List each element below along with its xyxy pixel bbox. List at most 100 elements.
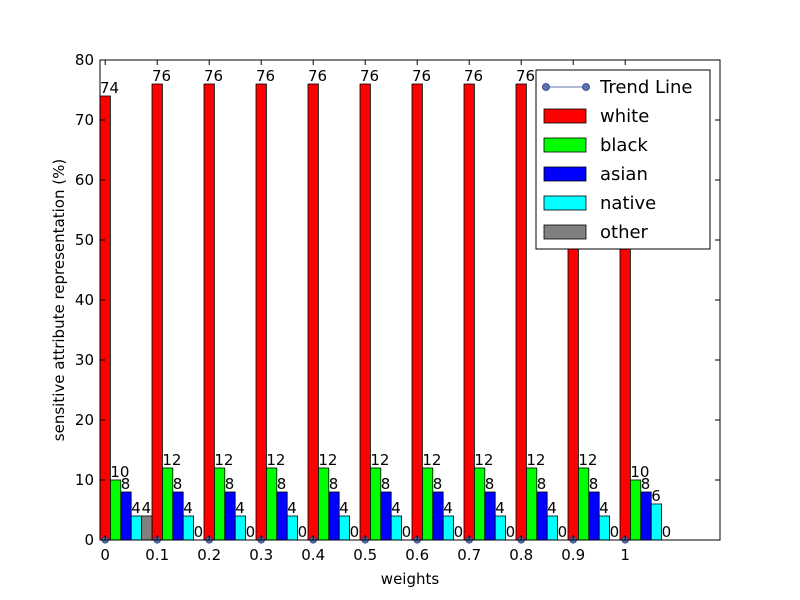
bar-white-0.5 [359, 83, 371, 541]
bar-asian-0.6 [432, 491, 444, 541]
data-label-asian-1: 8 [641, 475, 651, 493]
bar-native-0.9 [598, 515, 611, 541]
data-label-asian-0.8: 8 [537, 475, 547, 493]
x-tick-label-0.6: 0.6 [405, 546, 429, 564]
y-tick-label-70: 70 [75, 111, 94, 129]
y-tick-label-30: 30 [75, 351, 94, 369]
x-tick-label-1: 1 [620, 546, 630, 564]
bar-white-0.7 [463, 83, 475, 541]
data-label-asian-0.7: 8 [485, 475, 495, 493]
bar-native-0.7 [494, 515, 507, 541]
data-label-black-0.3: 12 [266, 451, 285, 469]
data-label-black-0: 10 [110, 463, 129, 481]
bar-asian-0.1 [172, 491, 184, 541]
data-label-other-0.1: 0 [194, 523, 204, 541]
x-tick-label-0.9: 0.9 [561, 546, 585, 564]
legend-marker-trend-left [542, 83, 550, 91]
bar-white-0.8 [515, 83, 527, 541]
bar-black-0.1 [161, 467, 174, 541]
legend-items: Trend Line white black asian native other [542, 77, 693, 243]
data-label-white-0: 74 [100, 79, 119, 97]
data-label-black-0.5: 12 [370, 451, 389, 469]
data-label-other-0.2: 0 [246, 523, 256, 541]
bar-white-0 [99, 95, 111, 541]
data-label-other-0.3: 0 [298, 523, 308, 541]
bar-native-0.8 [546, 515, 559, 541]
bar-asian-0.5 [380, 491, 392, 541]
data-label-black-0.7: 12 [474, 451, 493, 469]
data-label-native-0.8: 4 [547, 499, 557, 517]
data-label-white-0.8: 76 [516, 67, 535, 85]
data-label-black-0.9: 12 [578, 451, 597, 469]
bar-black-0.5 [369, 467, 382, 541]
x-axis-label: weights [381, 570, 440, 588]
y-tick-label-50: 50 [75, 231, 94, 249]
data-label-native-0.4: 4 [339, 499, 349, 517]
data-label-native-0.9: 4 [599, 499, 609, 517]
bar-native-0 [130, 515, 142, 541]
bar-black-0 [110, 479, 122, 541]
bar-black-0.4 [317, 467, 330, 541]
legend-swatch-black [543, 137, 587, 153]
data-label-white-0.4: 76 [308, 67, 327, 85]
data-label-native-0.1: 4 [183, 499, 193, 517]
bar-black-1 [630, 479, 642, 541]
bar-white-0.3 [255, 83, 267, 541]
y-tick-label-60: 60 [75, 171, 94, 189]
legend-swatch-other [543, 224, 587, 240]
data-label-other-0: 4 [142, 499, 152, 517]
x-tick-label-0.5: 0.5 [353, 546, 377, 564]
data-label-white-0.5: 76 [360, 67, 379, 85]
data-label-white-0.2: 76 [204, 67, 223, 85]
bar-black-0.2 [213, 467, 226, 541]
data-label-black-1: 10 [630, 463, 649, 481]
y-axis-label: sensitive attribute representation (%) [50, 159, 68, 441]
data-label-native-0.3: 4 [287, 499, 297, 517]
legend-label-asian: asian [600, 164, 648, 185]
bar-asian-0.7 [484, 491, 496, 541]
bar-white-0.2 [203, 83, 215, 541]
bar-other-0 [141, 515, 153, 541]
data-label-native-1: 6 [651, 487, 661, 505]
legend-swatch-white [543, 108, 587, 124]
bar-native-0.5 [390, 515, 403, 541]
bar-black-0.6 [421, 467, 434, 541]
data-label-native-0.5: 4 [391, 499, 401, 517]
bar-black-0.9 [578, 467, 590, 541]
data-label-other-0.8: 0 [558, 523, 568, 541]
data-label-asian-0: 8 [121, 475, 131, 493]
x-tick-label-0.2: 0.2 [197, 546, 221, 564]
data-label-white-0.3: 76 [256, 67, 275, 85]
legend-frame [535, 69, 711, 250]
y-tick-label-0: 0 [84, 531, 94, 549]
bar-asian-0.4 [328, 491, 340, 541]
bar-black-0.3 [265, 467, 278, 541]
data-label-asian-0.9: 8 [589, 475, 599, 493]
data-label-other-0.9: 0 [610, 523, 620, 541]
legend-swatch-native [543, 195, 587, 211]
x-tick-label-0.4: 0.4 [301, 546, 325, 564]
data-label-asian-0.2: 8 [225, 475, 235, 493]
bar-asian-1 [640, 491, 652, 541]
x-tick-label-0.7: 0.7 [457, 546, 481, 564]
bar-native-0.3 [286, 515, 299, 541]
data-label-asian-0.1: 8 [173, 475, 183, 493]
legend: Trend Line white black asian native other [535, 69, 711, 250]
x-tick-label-0.8: 0.8 [509, 546, 533, 564]
data-label-native-0.2: 4 [235, 499, 245, 517]
bar-asian-0.3 [276, 491, 288, 541]
bar-native-0.2 [234, 515, 246, 541]
data-label-black-0.1: 12 [162, 451, 181, 469]
data-label-white-0.1: 76 [152, 67, 171, 85]
bar-asian-0.9 [588, 491, 600, 541]
legend-swatch-asian [543, 166, 587, 182]
bar-white-0.1 [151, 83, 163, 541]
data-label-native-0.7: 4 [495, 499, 505, 517]
bar-asian-0 [120, 491, 132, 541]
data-label-black-0.6: 12 [422, 451, 441, 469]
data-label-native-0.6: 4 [443, 499, 453, 517]
data-label-black-0.2: 12 [214, 451, 233, 469]
bars-layer [99, 83, 663, 541]
data-label-white-0.7: 76 [464, 67, 483, 85]
bar-native-1 [650, 503, 663, 541]
